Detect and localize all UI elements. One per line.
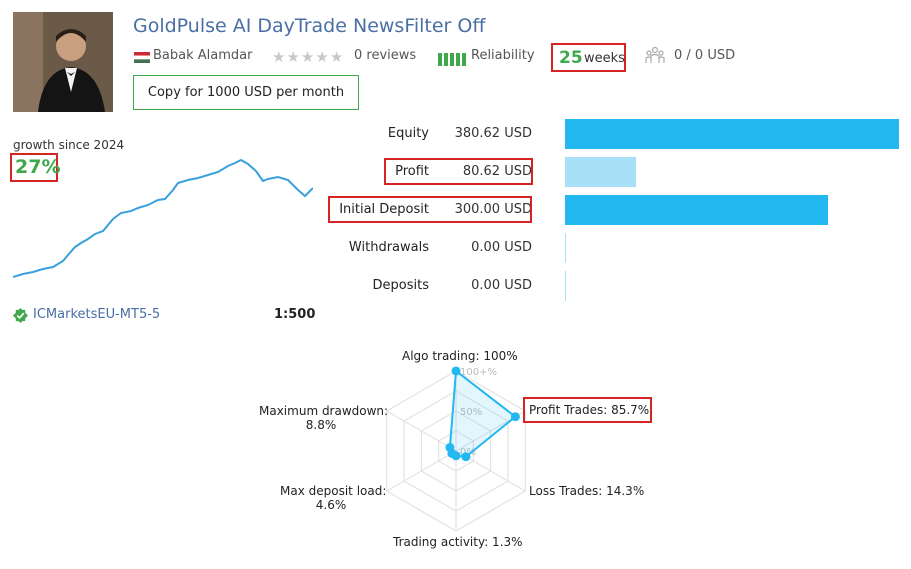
signal-title[interactable]: GoldPulse AI DayTrade NewsFilter Off	[133, 15, 486, 37]
stat-label-initial-deposit: Initial Deposit	[339, 202, 429, 217]
initial-deposit-highlight	[328, 196, 532, 223]
radar-label-algo-trading: Algo trading: 100%	[402, 349, 518, 363]
star-icon: ★	[329, 48, 345, 66]
stat-value-profit: 80.62 USD	[462, 164, 532, 179]
growth-percent: 27%	[15, 156, 61, 178]
hungary-flag-icon	[134, 52, 150, 63]
rating-stars: ★★★★★	[272, 48, 344, 66]
max-deposit-load-title: Max deposit load:	[280, 484, 387, 498]
subscribers-icon	[645, 46, 665, 63]
profit-trades-highlight	[523, 397, 652, 423]
weeks-label: weeks	[584, 51, 625, 66]
radar-point	[451, 366, 461, 376]
stat-value-deposits: 0.00 USD	[471, 278, 532, 293]
radar-tick-label: 50%	[460, 407, 482, 418]
profit-highlight	[384, 158, 533, 185]
star-icon: ★	[315, 48, 330, 66]
stat-bar-profit	[565, 157, 636, 187]
reviews-link[interactable]: 0 reviews	[354, 48, 417, 63]
stat-bar-withdrawals	[565, 233, 566, 263]
star-icon: ★	[286, 48, 301, 66]
max-drawdown-value: 8.8%	[305, 418, 337, 432]
stat-bar-deposits	[565, 271, 566, 301]
subscribers-value: 0 / 0 USD	[674, 48, 736, 63]
radar-label-profit-trades: Profit Trades: 85.7%	[529, 403, 650, 417]
weeks-value: 25	[559, 48, 583, 68]
author-name[interactable]: Babak Alamdar	[153, 48, 253, 63]
stat-label-withdrawals: Withdrawals	[348, 240, 429, 255]
radar-label-loss-trades: Loss Trades: 14.3%	[529, 484, 645, 498]
stat-bar-initial-deposit	[565, 195, 828, 225]
max-drawdown-title: Maximum drawdown:	[259, 404, 389, 418]
verified-check-icon	[13, 308, 28, 323]
broker-server-link[interactable]: ICMarketsEU-MT5-5	[33, 307, 161, 322]
star-icon: ★	[272, 48, 287, 66]
radar-value-polygon	[448, 369, 517, 458]
stat-value-initial-deposit: 300.00 USD	[454, 202, 532, 217]
growth-label: growth since 2024	[13, 138, 125, 152]
copy-subscribe-button[interactable]: Copy for 1000 USD per month	[133, 75, 359, 110]
risk-radar-chart: 100+% 50% 0%	[386, 366, 526, 532]
reliability-bars-icon	[438, 51, 468, 70]
radar-point	[510, 412, 520, 422]
growth-percent-box: 27%	[10, 153, 61, 182]
max-deposit-load-value: 4.6%	[315, 498, 347, 512]
radar-point	[445, 442, 455, 452]
radar-point	[461, 452, 471, 462]
radar-label-max-deposit-load: Max deposit load: 4.6%	[280, 484, 387, 512]
star-icon: ★	[300, 48, 316, 66]
radar-tick-label: 0%	[460, 447, 476, 458]
radar-label-max-drawdown: Maximum drawdown: 8.8%	[259, 404, 389, 432]
author-avatar[interactable]	[13, 12, 113, 112]
weeks-badge: 25 weeks	[551, 43, 626, 72]
stat-value-equity: 380.62 USD	[454, 126, 532, 141]
leverage-value: 1:500	[274, 307, 316, 322]
stat-value-withdrawals: 0.00 USD	[471, 240, 532, 255]
stat-label-equity: Equity	[387, 126, 429, 141]
reliability-label: Reliability	[471, 48, 535, 63]
radar-label-trading-activity: Trading activity: 1.3%	[393, 535, 523, 549]
stat-label-deposits: Deposits	[372, 278, 429, 293]
stat-bar-equity	[565, 119, 899, 149]
radar-tick-label: 100+%	[460, 367, 497, 378]
stat-label-profit: Profit	[395, 164, 429, 179]
growth-sparkline[interactable]	[13, 155, 313, 280]
